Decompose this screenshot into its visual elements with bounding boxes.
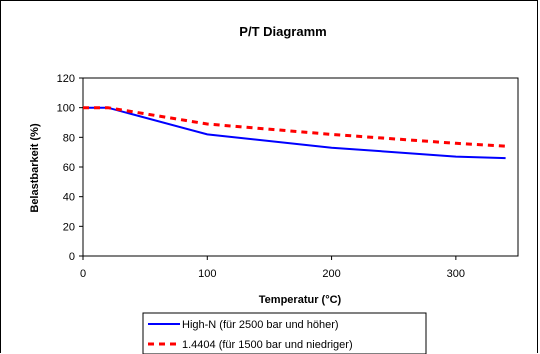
- legend-entry-high-n: High-N (für 2500 bar und höher): [182, 319, 339, 331]
- y-tick-label: 40: [63, 192, 75, 204]
- y-tick-label: 120: [57, 73, 75, 85]
- x-tick-label: 200: [322, 268, 340, 280]
- y-tick-label: 0: [69, 251, 75, 263]
- plot-area: 0 20 40 60 80 100 120 0 100 200 300: [57, 73, 519, 280]
- x-tick-label: 100: [198, 268, 216, 280]
- legend-box: [142, 312, 427, 354]
- plot-border: [82, 77, 519, 257]
- y-tick-label: 60: [63, 162, 75, 174]
- x-tick-label: 300: [447, 268, 465, 280]
- x-axis-label: Temperatur (°C): [259, 294, 342, 306]
- y-tick-label: 80: [63, 132, 75, 144]
- y-tick-label: 100: [57, 103, 75, 115]
- series-line-0: [83, 106, 506, 160]
- legend: High-N (für 2500 bar und höher) 1.4404 (…: [142, 312, 427, 354]
- series-line-1: [83, 106, 506, 148]
- y-tick-label: 20: [63, 221, 75, 233]
- legend-entry-14404: 1.4404 (für 1500 bar und niedriger): [182, 339, 353, 351]
- x-tick-label: 0: [80, 268, 86, 280]
- chart-title: P/T Diagramm: [239, 24, 326, 39]
- y-axis-label: Belastbarkeit (%): [29, 123, 41, 213]
